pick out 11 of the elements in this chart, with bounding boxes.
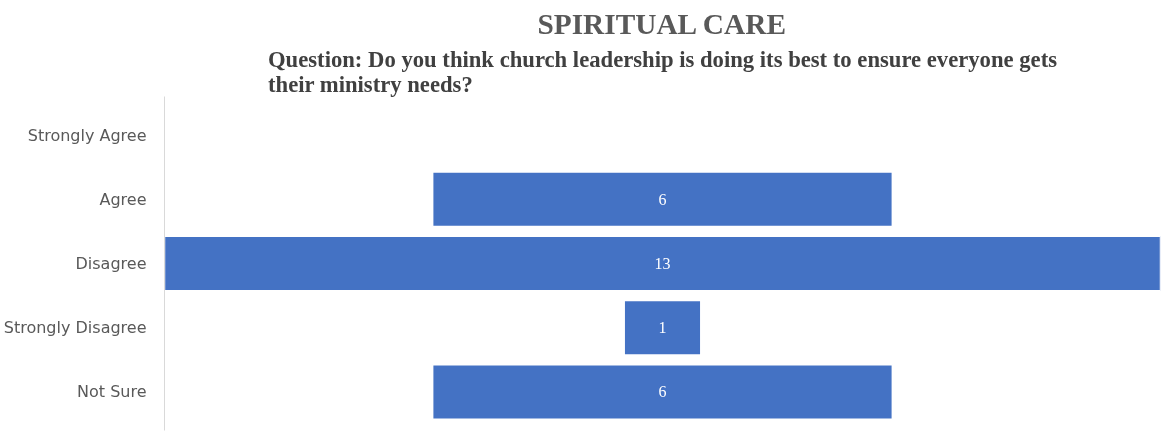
- category-label: Not Sure: [77, 382, 147, 402]
- text: Question: Do you think church leadership is doing its best to ensure everyone gets their ministry needs?: [267, 46, 1058, 97]
- data-label: 6: [658, 383, 667, 401]
- text: SPIRITUAL CARE: [537, 7, 786, 40]
- category-label: Strongly Agree: [27, 125, 147, 145]
- category-label: Disagree: [75, 254, 147, 273]
- data-label: 6: [658, 190, 667, 208]
- data-label: 1: [658, 319, 667, 337]
- category-label: Agree: [99, 189, 147, 209]
- data-label: 13: [654, 255, 671, 272]
- category-label: Strongly Disagree: [3, 318, 147, 338]
